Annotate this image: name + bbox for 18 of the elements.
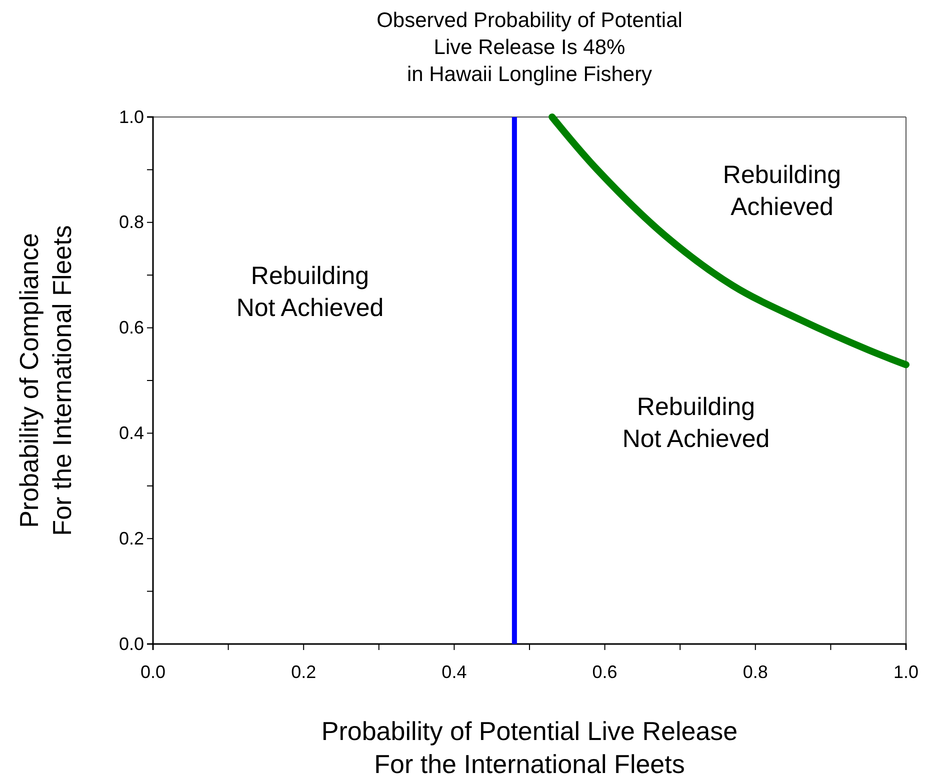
y-tick-label: 0.2 [118, 528, 144, 548]
x-axis-title: Probability of Potential Live Release For the International Fleets [321, 716, 738, 779]
y-tick-label: 0.6 [118, 318, 144, 338]
x-tick-label: 1.0 [893, 662, 919, 682]
annotation: Rebuilding Not Achieved [236, 262, 384, 322]
x-tick-label: 0.2 [291, 662, 316, 682]
x-tick-label: 0.4 [442, 662, 467, 682]
chart-title: Observed Probability of Potential Live Release Is 48% in Hawaii Longline Fishery [376, 9, 682, 86]
y-tick-label: 0.4 [118, 422, 144, 443]
x-tick-label: 0.0 [140, 662, 166, 682]
y-tick-label: 0.8 [118, 212, 144, 232]
y-axis-title: Probability of Compliance For the International Fleets [14, 225, 77, 536]
annotation: Rebuilding Not Achieved [622, 393, 770, 453]
annotation: Rebuilding Achieved [722, 161, 842, 221]
y-tick-label: 0.0 [118, 634, 144, 654]
x-tick-label: 0.8 [742, 662, 768, 682]
x-tick-label: 0.6 [592, 662, 618, 682]
y-tick-label: 1.0 [118, 106, 144, 127]
